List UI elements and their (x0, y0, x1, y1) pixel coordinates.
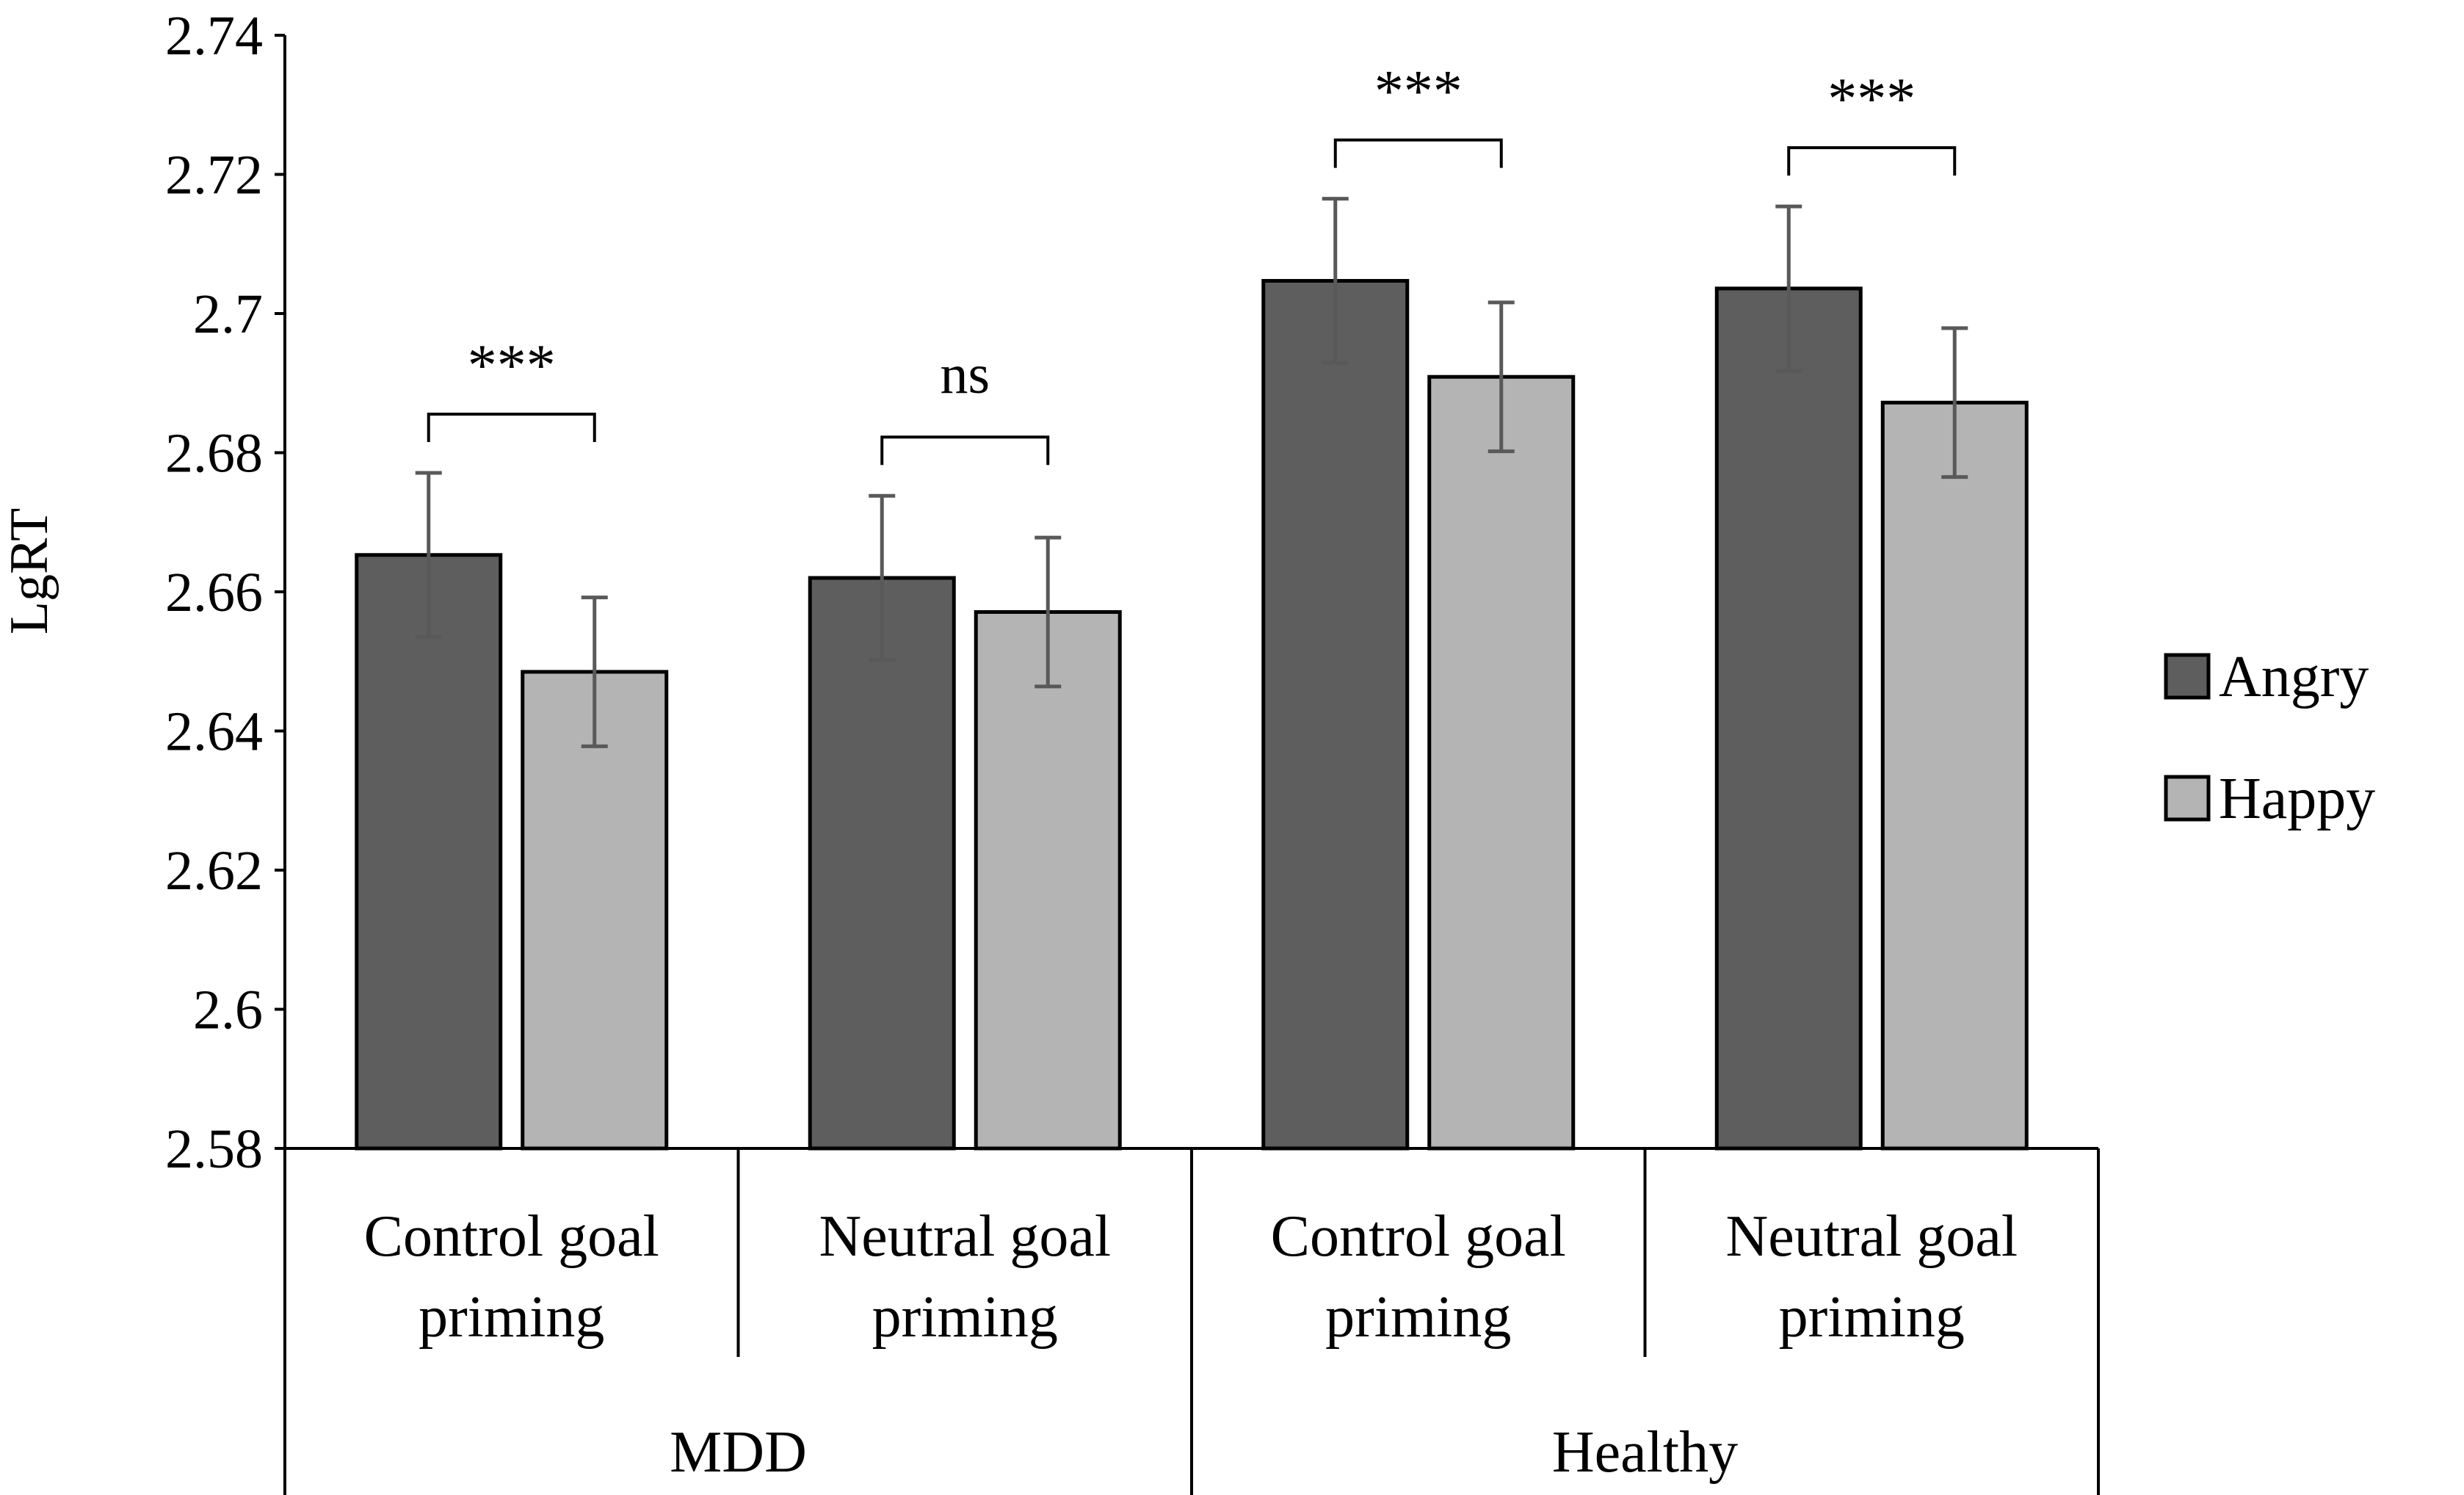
significance-label: ns (940, 344, 990, 405)
significance-label: *** (468, 333, 556, 398)
significance-annotations: *** ns *** *** (427, 59, 1957, 466)
category-label: priming (872, 1285, 1058, 1350)
bar-happy (1880, 400, 2029, 1151)
category-label: Neutral goal (819, 1204, 1111, 1269)
y-tick-label: 2.68 (165, 423, 263, 485)
legend-swatch-angry (2164, 653, 2211, 700)
significance-bracket (427, 412, 596, 442)
bar-angry (808, 576, 956, 1151)
y-tick-label: 2.64 (165, 701, 263, 763)
bar-happy (521, 670, 669, 1151)
y-tick-label: 2.74 (165, 5, 263, 67)
significance-bracket (880, 435, 1050, 466)
bar-angry (355, 553, 503, 1151)
group-label: Healthy (1552, 1420, 1738, 1485)
y-tick-label: 2.66 (165, 562, 263, 623)
legend-label: Happy (2219, 767, 2375, 831)
significance-label: *** (1827, 67, 1916, 131)
category-label: priming (418, 1285, 604, 1350)
significance-label: *** (1374, 59, 1463, 124)
y-tick-label: 2.7 (193, 283, 263, 345)
bar-angry (1714, 286, 1863, 1151)
legend-label: Angry (2219, 645, 2369, 709)
significance-bracket (1787, 146, 1957, 176)
bar-happy (1427, 374, 1576, 1151)
bar-happy (974, 609, 1122, 1151)
category-label: priming (1325, 1285, 1511, 1350)
bars (355, 278, 2029, 1151)
y-tick-label: 2.72 (165, 145, 263, 206)
bar-angry (1261, 278, 1410, 1151)
y-tick-label: 2.6 (193, 980, 263, 1041)
y-axis-label: LgRT (0, 508, 59, 634)
y-tick-label: 2.58 (165, 1118, 263, 1180)
significance-bracket (1333, 138, 1503, 168)
category-label: Control goal (364, 1204, 659, 1269)
group-label: MDD (670, 1420, 807, 1485)
category-label: Control goal (1271, 1204, 1566, 1269)
category-label: priming (1779, 1285, 1965, 1350)
category-labels: Control goal priming Neutral goal priming Co… (364, 1204, 2018, 1485)
legend: Angry Happy (2164, 645, 2375, 831)
legend-swatch-happy (2164, 775, 2211, 822)
category-label: Neutral goal (1725, 1204, 2018, 1269)
error-bars (415, 197, 1968, 748)
y-tick-label: 2.62 (165, 840, 263, 902)
